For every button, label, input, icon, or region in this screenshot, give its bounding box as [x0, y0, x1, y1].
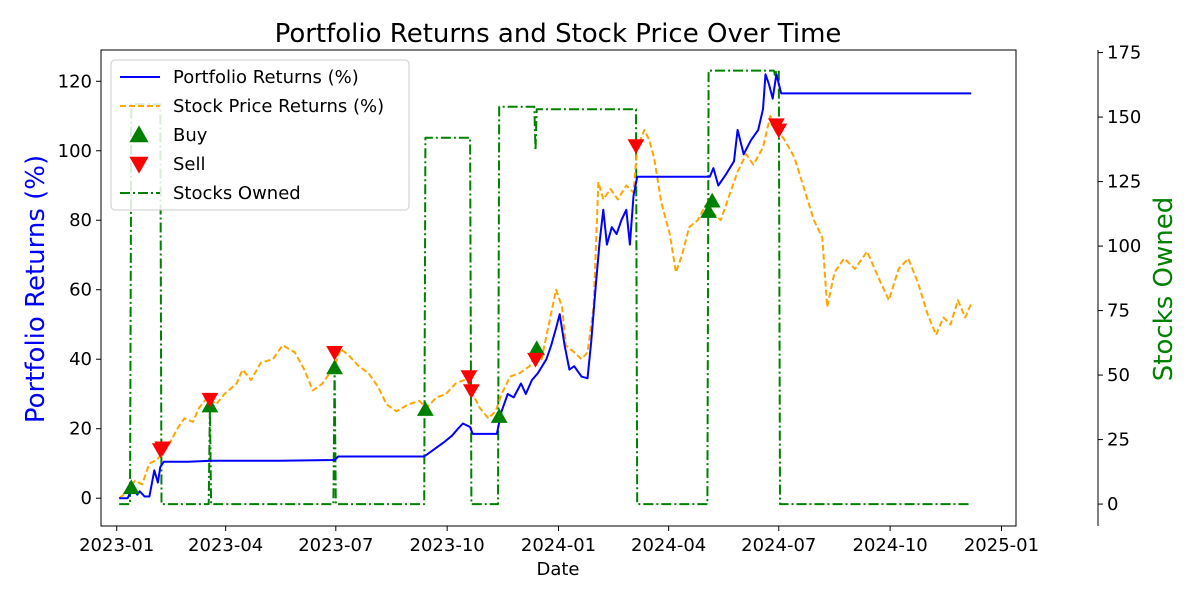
- x-axis-label: Date: [536, 559, 579, 580]
- x-tick-label: 2023-10: [410, 535, 485, 556]
- legend: Portfolio Returns (%) Stock Price Returns…: [110, 59, 410, 211]
- legend-label: Stock Price Returns (%): [173, 96, 384, 117]
- y-right-tick-label: 75: [1107, 301, 1130, 322]
- x-tick-label: 2024-10: [853, 535, 928, 556]
- sell-marker: [462, 384, 480, 399]
- y-right-tick-label: 0: [1107, 494, 1118, 515]
- buy-marker: [416, 401, 434, 416]
- legend-label: Stocks Owned: [173, 183, 301, 204]
- legend-label: Buy: [173, 125, 208, 146]
- y-left-tick-label: 80: [69, 210, 92, 231]
- x-tick-label: 2023-07: [298, 535, 373, 556]
- y-right-tick-label: 25: [1107, 430, 1130, 451]
- buy-marker: [703, 192, 721, 208]
- buy-marker: [122, 479, 140, 495]
- legend-handle-buy: [129, 125, 149, 143]
- y-left-tick-label: 60: [69, 280, 92, 301]
- marker-layer: [122, 118, 788, 495]
- y-right-tick-label: 50: [1107, 365, 1130, 386]
- buy-marker: [528, 340, 546, 356]
- axes-layer: 2023-01 2023-04 2023-07 2023-10 2024-01 2024-…: [58, 43, 1142, 556]
- portfolio-returns-line: [119, 73, 972, 500]
- x-tick-label: 2024-04: [631, 535, 706, 556]
- stocks-owned-line: [119, 69, 972, 506]
- y-left-tick-label: 20: [69, 419, 92, 440]
- series-layer: [118, 69, 973, 506]
- y-axis-left-label: Portfolio Returns (%): [21, 155, 51, 423]
- buy-marker: [700, 203, 717, 218]
- x-tick-label: 2024-01: [521, 535, 596, 556]
- y-left-tick-label: 100: [58, 141, 92, 162]
- x-tick-label: 2023-04: [188, 535, 263, 556]
- sell-marker: [527, 352, 544, 368]
- sell-marker: [154, 441, 172, 457]
- sell-marker: [460, 370, 478, 385]
- buy-marker: [326, 359, 343, 375]
- sell-marker: [627, 139, 645, 154]
- y-left-tick-label: 120: [58, 71, 92, 92]
- x-tick-label: 2023-01: [79, 535, 154, 556]
- chart-title: Portfolio Returns and Stock Price Over T…: [275, 19, 842, 49]
- sell-marker: [201, 392, 219, 408]
- y-right-tick-label: 175: [1107, 43, 1141, 64]
- legend-handle-sell: [129, 156, 149, 174]
- stock-price-returns-line: [118, 115, 973, 499]
- sell-marker: [770, 123, 788, 139]
- legend-box: [110, 59, 410, 211]
- y-right-tick-label: 125: [1107, 172, 1141, 193]
- legend-label: Portfolio Returns (%): [173, 67, 359, 88]
- y-axis-right-label: Stocks Owned: [1149, 197, 1179, 381]
- y-right-tick-label: 100: [1107, 236, 1141, 257]
- x-tick-label: 2024-07: [741, 535, 816, 556]
- y-left-tick-label: 0: [81, 488, 92, 509]
- y-right-tick-label: 150: [1107, 107, 1141, 128]
- y-left-tick-label: 40: [69, 349, 92, 370]
- legend-label: Sell: [173, 154, 206, 175]
- sell-marker: [326, 345, 343, 361]
- buy-marker: [490, 408, 508, 423]
- x-tick-label: 2025-01: [964, 535, 1039, 556]
